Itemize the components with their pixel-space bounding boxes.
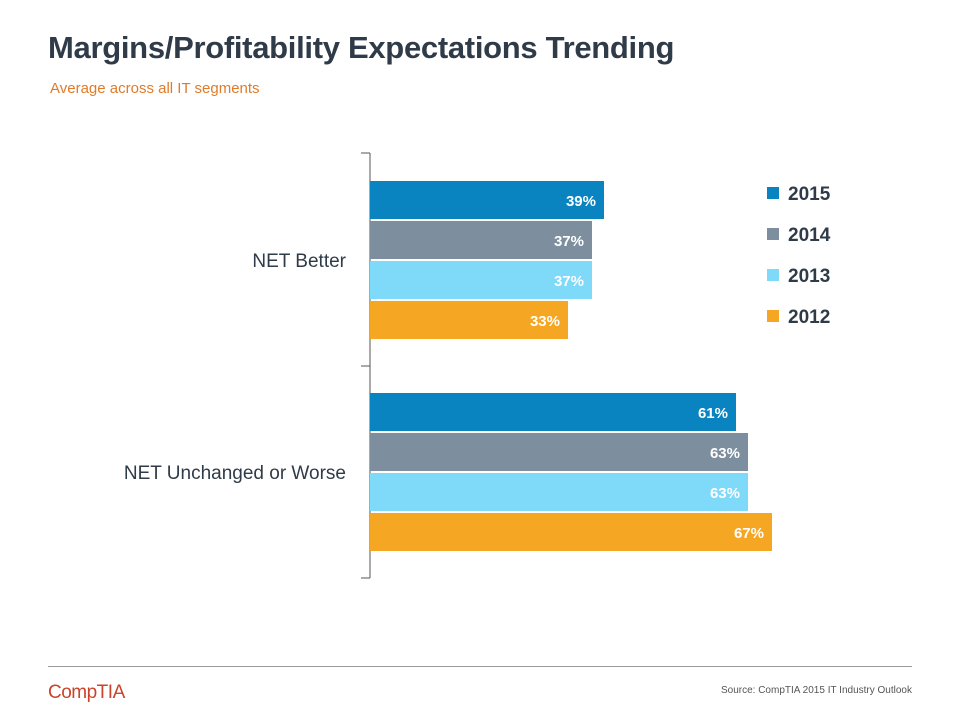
data-label: 37% [554,233,584,250]
legend-swatch-2012 [767,310,779,322]
data-label: 63% [710,445,740,462]
legend-label: 2015 [788,184,831,205]
data-label: 61% [698,405,728,422]
legend-label: 2013 [788,266,830,287]
source-note: Source: CompTIA 2015 IT Industry Outlook [720,685,912,696]
footer-divider [48,666,912,667]
page-title: Margins/Profitability Expectations Trend… [48,30,675,65]
category-label: NET Better [252,251,346,272]
category-label: NET Unchanged or Worse [124,463,346,484]
legend-swatch-2015 [767,187,779,199]
bar-2015 [370,181,604,219]
bar-2012 [370,513,772,551]
bar-2012 [370,301,568,339]
bar-2013 [370,473,748,511]
data-label: 37% [554,273,584,290]
bar-2014 [370,433,748,471]
bar-2015 [370,393,736,431]
page-subtitle: Average across all IT segments [50,80,260,97]
data-label: 67% [734,525,764,542]
data-label: 39% [566,193,596,210]
data-label: 63% [710,485,740,502]
legend-swatch-2014 [767,228,779,240]
comptia-logo: CompTIA [48,682,125,703]
data-label: 33% [530,313,560,330]
legend-swatch-2013 [767,269,779,281]
bar-2013 [370,261,592,299]
legend-label: 2012 [788,307,830,328]
legend-label: 2014 [788,225,831,246]
bar-2014 [370,221,592,259]
